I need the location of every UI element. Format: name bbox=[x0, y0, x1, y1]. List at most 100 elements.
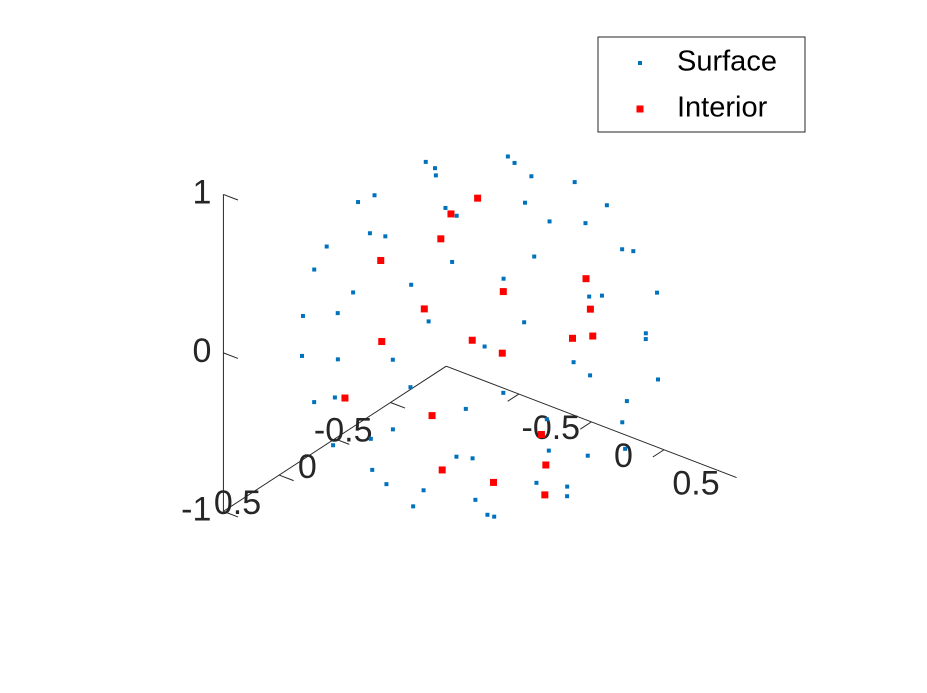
point bbox=[537, 431, 545, 439]
point bbox=[583, 221, 588, 226]
point bbox=[450, 259, 455, 264]
z-tick-label: 0 bbox=[192, 332, 211, 370]
point bbox=[335, 357, 340, 362]
point bbox=[498, 349, 506, 357]
point bbox=[499, 288, 507, 296]
point bbox=[529, 174, 534, 179]
x-tick bbox=[507, 393, 520, 402]
point bbox=[356, 200, 361, 205]
point bbox=[572, 180, 577, 185]
y-tick-label: 0.5 bbox=[214, 484, 261, 522]
z-tick bbox=[223, 352, 239, 359]
point bbox=[378, 338, 386, 346]
point bbox=[569, 334, 577, 342]
legend-marker bbox=[638, 61, 642, 65]
point bbox=[586, 305, 594, 313]
z-tick-label: 1 bbox=[192, 173, 211, 211]
legend-box bbox=[597, 36, 806, 133]
point bbox=[565, 484, 570, 489]
y-tick bbox=[390, 402, 406, 409]
point bbox=[426, 319, 431, 324]
point bbox=[383, 234, 388, 239]
point bbox=[420, 305, 428, 313]
point bbox=[332, 395, 337, 400]
point bbox=[599, 293, 604, 298]
y-tick-label: 0 bbox=[298, 448, 317, 486]
y-tick bbox=[334, 438, 350, 445]
point bbox=[428, 412, 436, 420]
legend-label: Surface bbox=[677, 46, 777, 78]
point bbox=[463, 406, 468, 411]
x-tick-label: 0.5 bbox=[672, 465, 719, 503]
point bbox=[421, 488, 426, 493]
point bbox=[351, 290, 356, 295]
point bbox=[409, 282, 414, 287]
point bbox=[655, 290, 660, 295]
x-tick bbox=[579, 421, 592, 430]
point bbox=[331, 443, 336, 448]
legend-label: Interior bbox=[677, 92, 768, 124]
point bbox=[447, 210, 455, 218]
point bbox=[368, 436, 373, 441]
point bbox=[300, 353, 305, 358]
y-tick-label: -0.5 bbox=[314, 411, 373, 449]
point bbox=[547, 219, 552, 224]
point bbox=[437, 235, 445, 243]
point bbox=[505, 154, 510, 159]
point bbox=[468, 336, 476, 344]
point bbox=[624, 399, 629, 404]
point bbox=[335, 311, 340, 316]
point bbox=[408, 385, 413, 390]
point bbox=[546, 448, 551, 453]
point bbox=[585, 453, 590, 458]
point bbox=[643, 331, 648, 336]
point bbox=[620, 420, 625, 425]
point bbox=[623, 446, 628, 451]
point bbox=[501, 390, 506, 395]
point bbox=[501, 276, 506, 281]
point bbox=[372, 193, 377, 198]
point bbox=[620, 247, 625, 252]
point bbox=[470, 456, 475, 461]
point bbox=[312, 267, 317, 272]
point bbox=[473, 497, 478, 502]
z-tick bbox=[223, 193, 239, 201]
point bbox=[643, 337, 648, 342]
point bbox=[324, 244, 329, 249]
point bbox=[655, 377, 660, 382]
point bbox=[300, 313, 305, 318]
point bbox=[384, 482, 389, 487]
point bbox=[604, 203, 609, 208]
point bbox=[492, 514, 497, 519]
point bbox=[542, 461, 550, 469]
point bbox=[367, 231, 372, 236]
point bbox=[522, 320, 527, 325]
x-tick-label: -0.5 bbox=[522, 409, 581, 447]
z-tick bbox=[223, 510, 239, 518]
point bbox=[341, 394, 349, 402]
point bbox=[490, 478, 498, 486]
point bbox=[534, 480, 539, 485]
point bbox=[582, 275, 590, 283]
point bbox=[571, 360, 576, 365]
legend-marker bbox=[636, 105, 644, 113]
point bbox=[482, 344, 487, 349]
point bbox=[454, 213, 459, 218]
point bbox=[390, 427, 395, 432]
point bbox=[589, 332, 597, 340]
point bbox=[523, 200, 528, 205]
point bbox=[411, 504, 416, 509]
point bbox=[485, 512, 490, 517]
point bbox=[631, 249, 636, 254]
y-tick bbox=[278, 474, 294, 482]
point bbox=[512, 160, 517, 165]
point bbox=[454, 454, 459, 459]
point bbox=[443, 205, 448, 210]
z-tick-label: -1 bbox=[181, 490, 211, 528]
x-tick-label: 0 bbox=[614, 437, 633, 475]
point bbox=[390, 357, 395, 362]
point bbox=[423, 159, 428, 164]
point bbox=[541, 491, 549, 499]
point bbox=[438, 466, 446, 474]
